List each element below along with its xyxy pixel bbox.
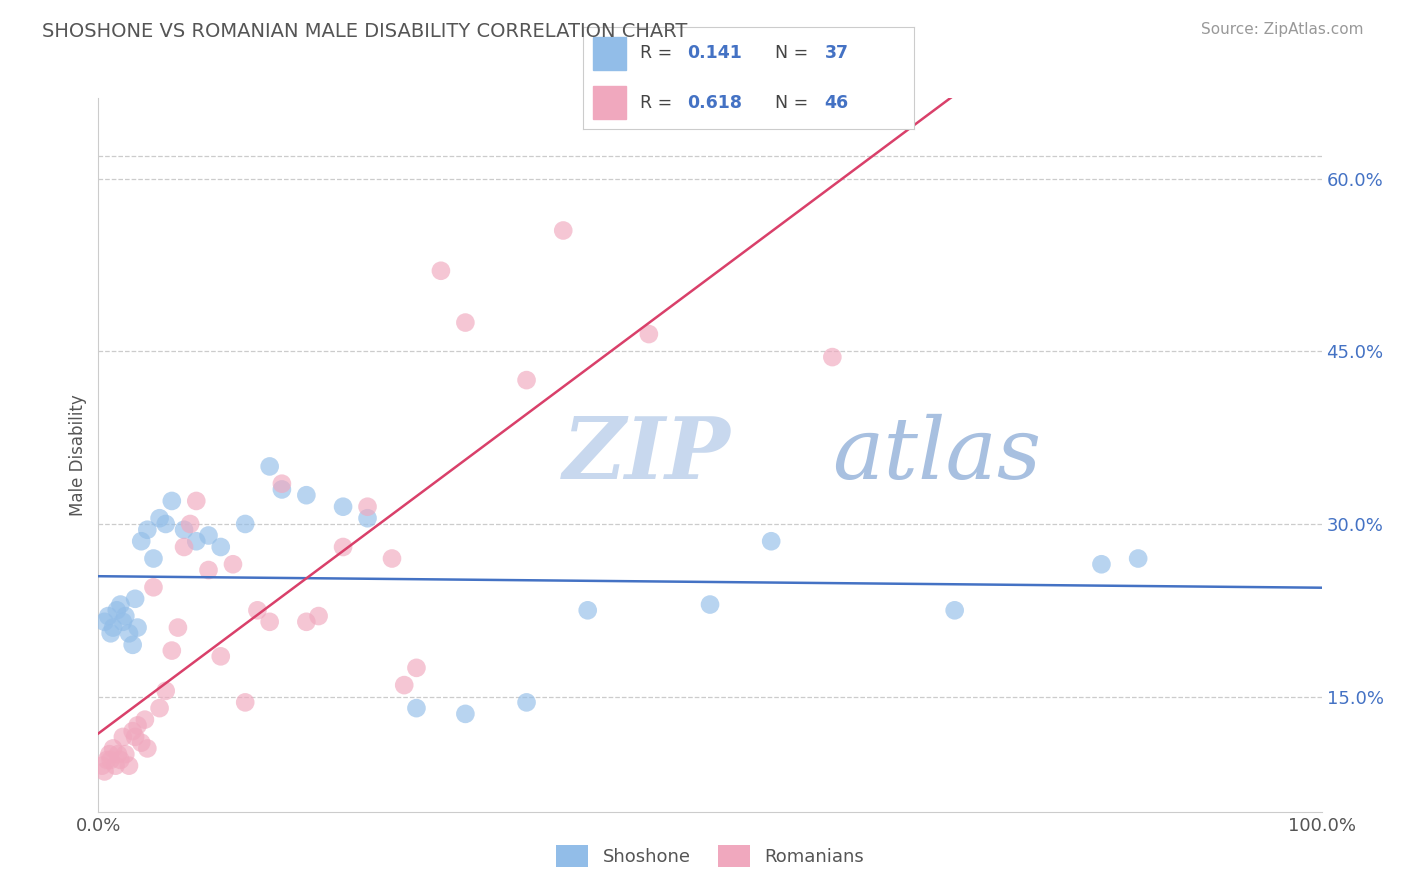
Point [127,621,149,635]
Point [93,764,115,779]
Point [155,684,177,698]
Point [121,638,143,652]
Text: atlas: atlas [832,414,1042,496]
Point [270,483,294,497]
Point [98,747,121,761]
Point [142,551,165,566]
Point [91,758,114,772]
Point [761,534,783,549]
Point [197,528,219,542]
Point [129,534,152,549]
Point [295,615,318,629]
Point [454,316,477,330]
Point [1128,551,1150,566]
Y-axis label: Male Disability: Male Disability [69,394,87,516]
Point [356,500,378,514]
Point [100,626,122,640]
Point [104,758,127,772]
Text: SHOSHONE VS ROMANIAN MALE DISABILITY CORRELATION CHART: SHOSHONE VS ROMANIAN MALE DISABILITY COR… [42,22,688,41]
Text: N =: N = [775,45,814,62]
Point [356,511,378,525]
Point [134,713,156,727]
Point [160,643,183,657]
Point [136,523,159,537]
Point [111,615,134,629]
Point [259,459,281,474]
Point [127,718,149,732]
Point [167,621,190,635]
Point [110,598,132,612]
Point [114,747,136,761]
Point [107,747,129,761]
Point [430,264,453,278]
Point [197,563,219,577]
Point [129,736,152,750]
Point [516,695,538,709]
Text: 0.141: 0.141 [688,45,742,62]
Point [1090,558,1112,572]
Point [173,540,195,554]
Point [209,540,232,554]
Point [149,511,172,525]
Point [405,661,427,675]
Point [381,551,404,566]
Point [233,516,256,531]
Point [186,534,208,549]
Point [516,373,538,387]
Point [142,580,165,594]
Point [638,327,661,342]
Text: Source: ZipAtlas.com: Source: ZipAtlas.com [1201,22,1364,37]
Point [93,615,115,629]
Point [186,494,208,508]
Text: N =: N = [775,94,814,112]
Bar [593,37,627,70]
Point [454,706,477,721]
Text: 0.618: 0.618 [688,94,742,112]
Point [943,603,966,617]
Point [121,724,143,739]
Point [295,488,318,502]
Point [105,603,128,617]
Point [246,603,269,617]
Text: ZIP: ZIP [564,413,731,497]
Point [332,500,354,514]
Point [553,223,575,237]
Point [101,621,124,635]
Point [118,758,141,772]
Point [209,649,232,664]
Point [233,695,256,709]
Point [97,609,120,624]
Point [155,516,177,531]
Point [101,741,124,756]
Point [179,516,201,531]
Point [576,603,599,617]
Point [160,494,183,508]
Point [136,741,159,756]
Point [699,598,721,612]
Point [149,701,172,715]
Point [392,678,416,692]
Point [96,753,118,767]
Text: R =: R = [640,94,678,112]
Point [332,540,354,554]
Point [110,753,132,767]
Point [308,609,330,624]
Text: 37: 37 [825,45,849,62]
Point [100,753,122,767]
Point [222,558,245,572]
Point [111,730,134,744]
Point [270,476,294,491]
Bar [593,87,627,119]
Point [173,523,195,537]
Point [405,701,427,715]
Point [114,609,136,624]
Point [124,730,146,744]
Point [124,591,146,606]
Legend: Shoshone, Romanians: Shoshone, Romanians [548,838,872,874]
Point [821,350,844,364]
Text: R =: R = [640,45,678,62]
Point [259,615,281,629]
Text: 46: 46 [825,94,849,112]
Point [118,626,141,640]
